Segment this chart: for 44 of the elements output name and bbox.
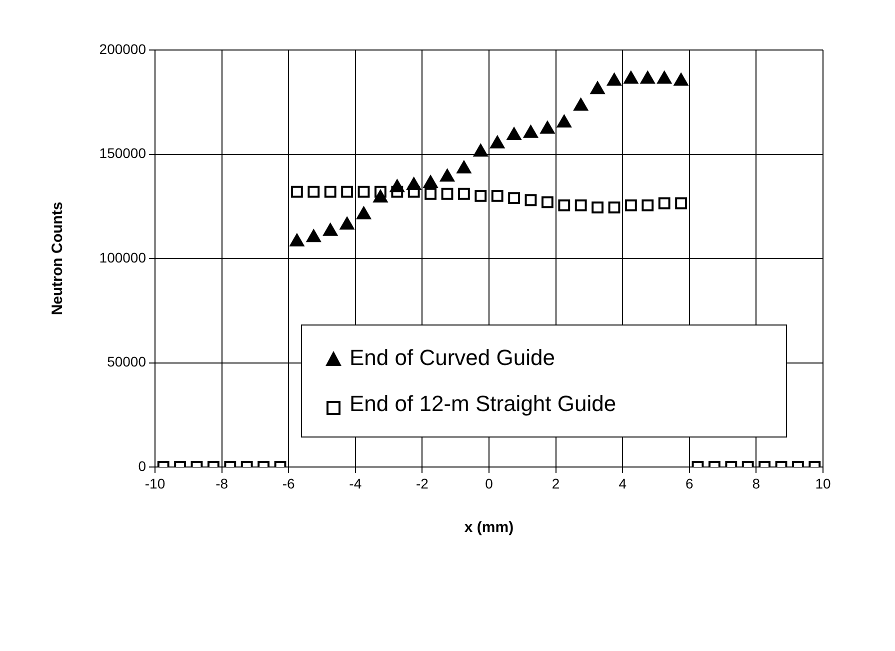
x-tick-label: 2: [552, 475, 560, 492]
point: [624, 70, 638, 84]
y-tick-label: 100000: [99, 249, 146, 266]
point: [322, 222, 338, 236]
x-axis-title: x (mm): [464, 519, 514, 536]
point: [456, 160, 472, 174]
y-tick-label: 50000: [107, 354, 146, 370]
x-tick-label: 6: [686, 475, 694, 492]
point: [306, 229, 322, 242]
point: [556, 114, 572, 128]
point: [573, 98, 588, 111]
point: [290, 233, 304, 246]
point: [373, 190, 388, 203]
point: [606, 72, 622, 86]
point: [640, 70, 656, 84]
x-tick-label: -8: [216, 475, 228, 492]
point: [340, 216, 354, 230]
y-axis-title: Neutron Counts: [49, 202, 66, 316]
point: [590, 81, 605, 94]
x-tick-label: -4: [349, 475, 362, 492]
legend-label: End of 12-m Straight Guide: [350, 391, 616, 416]
x-tick-label: 10: [815, 475, 831, 492]
point: [440, 168, 455, 182]
point: [406, 177, 422, 190]
x-tick-label: -6: [282, 475, 296, 492]
point: [490, 135, 505, 148]
x-tick-label: -2: [416, 475, 429, 492]
point: [390, 179, 405, 192]
x-tick-label: 4: [618, 475, 627, 492]
x-tick-label: 0: [485, 475, 494, 492]
y-tick-label: 200000: [99, 40, 146, 57]
y-tick-label: 0: [138, 458, 146, 474]
point: [656, 70, 672, 84]
x-tick-label: 8: [752, 475, 760, 492]
point: [473, 144, 488, 157]
point: [523, 124, 538, 138]
point: [423, 174, 438, 188]
point: [356, 206, 372, 220]
point: [674, 72, 688, 86]
legend-label: End of Curved Guide: [350, 345, 555, 370]
x-tick-label: -10: [144, 475, 166, 492]
point: [540, 120, 555, 134]
point: [506, 126, 522, 140]
y-tick-label: 150000: [99, 145, 146, 162]
